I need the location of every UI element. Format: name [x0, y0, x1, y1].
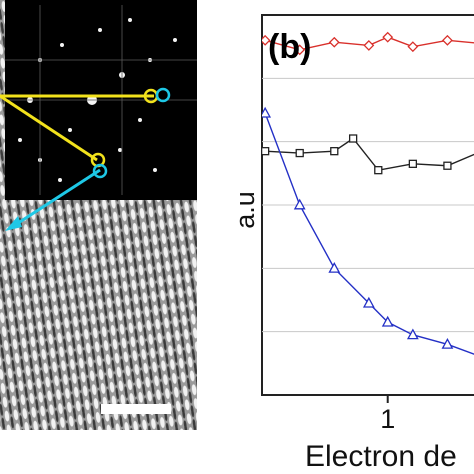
- fft-spot: [153, 168, 157, 172]
- cyan-ring-top: [155, 87, 171, 103]
- fft-spot: [18, 138, 22, 142]
- fft-overlay: [0, 87, 171, 231]
- data-point: [262, 34, 271, 46]
- data-point: [294, 44, 306, 56]
- scale-bar: [101, 404, 171, 414]
- data-point: [362, 296, 375, 308]
- data-point: [442, 34, 453, 46]
- series-triangle: [262, 106, 474, 355]
- data-point: [374, 166, 383, 175]
- fft-spot: [98, 28, 102, 32]
- fft-spot: [58, 178, 62, 182]
- data-point: [441, 337, 454, 349]
- data-point: [408, 159, 418, 168]
- panel-a: [0, 0, 197, 430]
- data-point: [295, 148, 304, 158]
- data-point: [381, 315, 394, 327]
- cyan-ring-bottom: [92, 163, 108, 179]
- fft-spot: [173, 38, 177, 42]
- y-axis-label: a.u: [230, 191, 260, 229]
- gridlines: [262, 77, 474, 333]
- data-point: [330, 147, 339, 156]
- data-point: [382, 31, 394, 43]
- data-point: [262, 106, 272, 118]
- data-point: [262, 147, 270, 156]
- series-diamond: [262, 31, 474, 56]
- fft-spot: [138, 118, 142, 122]
- data-point: [293, 198, 306, 210]
- data-point: [363, 39, 375, 51]
- data-point: [406, 328, 419, 340]
- series-line: [264, 112, 474, 355]
- fft-spot: [128, 18, 132, 22]
- data-point: [328, 261, 341, 273]
- fft-spot: [68, 128, 72, 132]
- panel-b: 1 (b) a.u Electron de: [230, 14, 474, 473]
- x-axis-ticks: 1: [380, 395, 395, 434]
- series-layer: [262, 31, 474, 355]
- yellow-vector-diagonal: [0, 94, 98, 162]
- series-square: [262, 134, 474, 175]
- series-line: [265, 137, 474, 171]
- series-line: [264, 36, 474, 51]
- data-point: [443, 161, 452, 170]
- x-tick-label: 1: [380, 404, 395, 434]
- fft-spot: [60, 43, 64, 47]
- panel-label-b: (b): [268, 28, 311, 66]
- cyan-vector: [11, 168, 101, 229]
- data-point: [407, 41, 419, 53]
- data-point: [348, 134, 358, 143]
- cyan-arrowhead: [5, 216, 22, 231]
- data-point: [328, 36, 340, 48]
- fft-spot: [118, 148, 122, 152]
- x-axis-label: Electron de: [305, 440, 457, 473]
